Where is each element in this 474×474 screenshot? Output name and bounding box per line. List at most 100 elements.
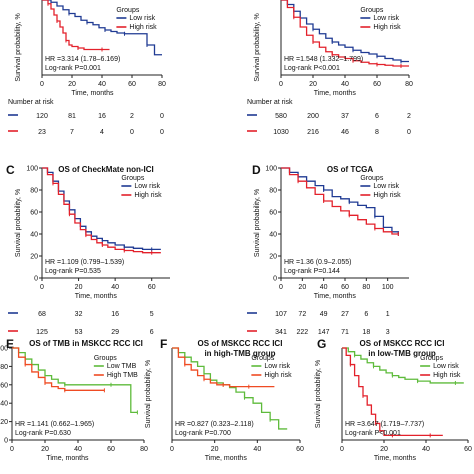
x-axis-label: Time, months	[374, 455, 417, 462]
km-curve-high	[342, 347, 443, 437]
panel-letter: D	[252, 163, 261, 177]
risk-count: 4	[100, 129, 104, 136]
x-tick-label: 80	[140, 446, 148, 453]
x-axis-label: Time, months	[205, 455, 248, 462]
risk-count: 2	[130, 113, 134, 120]
x-axis-label: Time, months	[314, 293, 357, 300]
risk-count: 580	[275, 113, 287, 120]
pvalue-text: Log-rank P<0.001	[284, 65, 340, 72]
risk-count: 200	[307, 113, 319, 120]
x-tick-label: 0	[10, 446, 14, 453]
x-tick-label: 40	[320, 284, 328, 291]
x-tick-label: 40	[341, 81, 349, 88]
risk-count: 0	[160, 129, 164, 136]
risk-count: 46	[341, 129, 349, 136]
x-tick-label: 0	[340, 446, 344, 453]
x-tick-label: 60	[464, 446, 472, 453]
pvalue-text: Log-rank P<0.001	[345, 430, 401, 437]
legend-title: Groups	[94, 355, 117, 362]
panel-title: OS of MSKCC RCC ICI	[198, 339, 283, 348]
y-tick-label: 60	[30, 210, 38, 217]
y-axis-label: Survival probability, %	[15, 13, 22, 81]
legend-title: Groups	[360, 7, 383, 14]
y-axis-label: Survival probability, %	[254, 189, 261, 257]
km-curve-high	[42, 167, 161, 254]
risk-count: 0	[160, 113, 164, 120]
legend-title: Groups	[116, 7, 139, 14]
km-curve-low	[281, 167, 399, 234]
y-axis-label: Survival probability, %	[315, 360, 322, 428]
x-tick-label: 80	[362, 284, 370, 291]
legend-label: High risk	[433, 372, 461, 379]
risk-count: 37	[341, 113, 349, 120]
risk-count: 3	[386, 329, 390, 336]
y-axis-label: Survival probability, %	[145, 360, 152, 428]
risk-count: 120	[36, 113, 48, 120]
x-axis-label: Time, months	[71, 90, 114, 97]
panel-title: OS of TMB in MSKCC RCC ICI	[29, 339, 143, 348]
panel-title: OS of CheckMate non-ICI	[58, 165, 154, 174]
hr-text: HR =3.647 (1.719–7.737)	[345, 421, 424, 428]
legend-title: Groups	[420, 355, 443, 362]
km-curve-high	[42, 0, 110, 51]
x-tick-label: 20	[211, 446, 219, 453]
x-tick-label: 0	[279, 284, 283, 291]
y-tick-label: 80	[269, 188, 277, 195]
pvalue-text: Log-rank P=0.700	[175, 430, 231, 437]
y-tick-label: 0	[273, 276, 277, 283]
x-tick-label: 40	[74, 446, 82, 453]
pvalue-text: Log-rank P=0.630	[15, 430, 71, 437]
y-tick-label: 60	[269, 210, 277, 217]
risk-count: 216	[307, 129, 319, 136]
pvalue-text: Log-rank P=0.535	[45, 268, 101, 275]
hr-text: HR =0.827 (0.323–2.118)	[175, 421, 254, 428]
panel-e: E OS of TMB in MSKCC RCC ICI 0 20 40 60 80 0 20 4…	[0, 337, 148, 462]
risk-count: 1	[386, 311, 390, 318]
y-tick-label: 60	[0, 382, 8, 389]
km-curve-low	[42, 0, 162, 56]
x-tick-label: 60	[341, 284, 349, 291]
x-axis-label: Time, months	[46, 455, 89, 462]
risk-count: 107	[275, 311, 287, 318]
legend-label: High risk	[373, 192, 401, 199]
x-tick-label: 20	[75, 284, 83, 291]
y-tick-label: 100	[0, 346, 8, 353]
legend-label: High risk	[373, 24, 401, 31]
risk-count: 72	[298, 311, 306, 318]
legend-label: High risk	[134, 192, 162, 199]
legend-label: High risk	[264, 372, 292, 379]
legend-label: Low risk	[433, 363, 459, 370]
risk-count: 27	[341, 311, 349, 318]
km-curve-low	[342, 347, 464, 384]
risk-count: 125	[36, 329, 48, 336]
risk-count: 18	[362, 329, 370, 336]
y-tick-label: 80	[0, 364, 8, 371]
panel-title: in low-TMB group	[368, 349, 436, 358]
x-tick-label: 60	[107, 446, 115, 453]
legend-label: Low risk	[134, 183, 160, 190]
risk-count: 222	[296, 329, 308, 336]
y-tick-label: 0	[34, 276, 38, 283]
km-curve-high	[281, 167, 399, 235]
legend-title: Groups	[121, 175, 144, 182]
x-axis-label: Time, months	[75, 293, 118, 300]
y-axis-label: Survival probability, %	[15, 189, 22, 257]
risk-count: 0	[130, 129, 134, 136]
legend-label: Low risk	[129, 15, 155, 22]
y-tick-label: 40	[0, 401, 8, 408]
risk-count: 7	[70, 129, 74, 136]
x-tick-label: 0	[40, 284, 44, 291]
legend-label: High risk	[129, 24, 157, 31]
x-tick-label: 20	[68, 81, 76, 88]
y-tick-label: 100	[265, 166, 277, 173]
risk-count: 49	[320, 311, 328, 318]
pvalue-text: Log-rank P=0.144	[284, 268, 340, 275]
x-tick-label: 40	[111, 284, 119, 291]
risk-count: 23	[38, 129, 46, 136]
risk-count: 5	[150, 311, 154, 318]
